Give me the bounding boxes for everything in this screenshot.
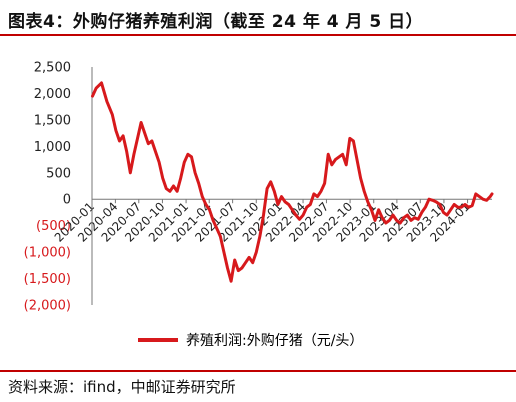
y-tick-label: 2,500: [34, 61, 71, 76]
y-tick-label: (500): [36, 219, 71, 234]
series-line-profit: [91, 81, 494, 283]
figure-title-bar: 图表4：外购仔猪养殖利润（截至 24 年 4 月 5 日）: [0, 0, 516, 36]
y-tick-label: 1,000: [34, 140, 71, 155]
y-tick-label: 500: [46, 166, 71, 181]
y-tick-label: 0: [63, 193, 71, 208]
y-tick-label: 1,500: [34, 113, 71, 128]
source-text: 资料来源：ifind，中邮证券研究所: [8, 378, 236, 396]
source-note: 资料来源：ifind，中邮证券研究所: [0, 370, 516, 402]
figure-title: 图表4：外购仔猪养殖利润（截至 24 年 4 月 5 日）: [8, 12, 424, 32]
y-tick-label: 2,000: [34, 87, 71, 102]
x-axis-ticks: [91, 199, 469, 204]
profit-line-chart: 2,500 2,000 1,500 1,000 500 0 (500) (1,000) (1,5…: [24, 61, 494, 349]
legend-label: 养殖利润:外购仔猪（元/头）: [186, 332, 363, 349]
legend: 养殖利润:外购仔猪（元/头）: [138, 332, 363, 349]
y-tick-label: (1,000): [24, 246, 71, 261]
y-tick-label: (2,000): [24, 299, 71, 314]
y-tick-label: (1,500): [24, 272, 71, 287]
y-axis-labels: 2,500 2,000 1,500 1,000 500 0 (500) (1,000) (1,5…: [24, 61, 71, 314]
